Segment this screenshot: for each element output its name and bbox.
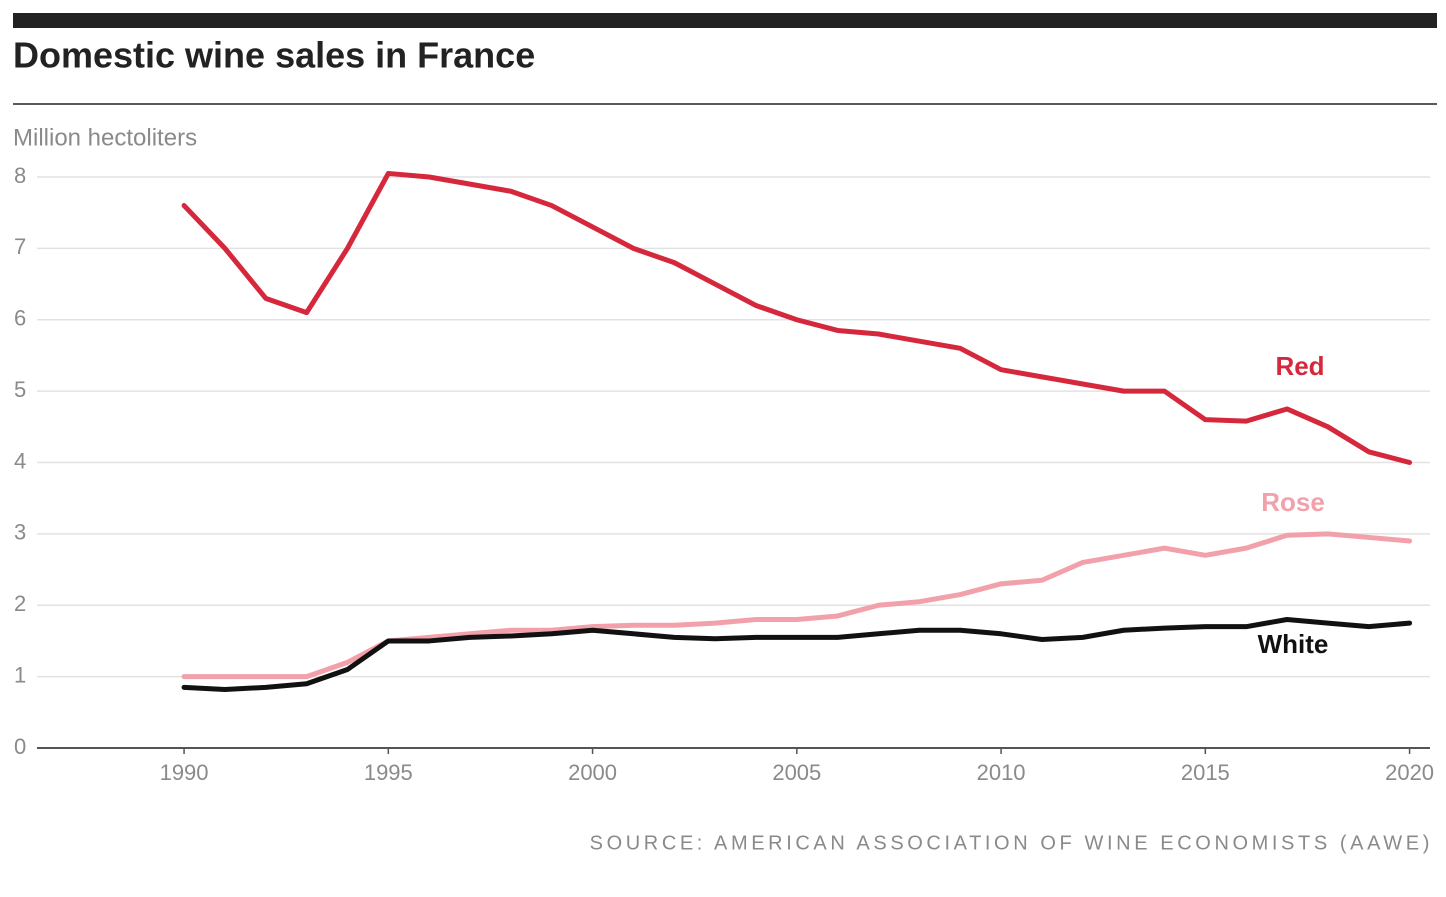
- series-line: [181, 617, 1413, 692]
- y-tick-label: 7: [14, 234, 26, 259]
- series-label: Rose: [1261, 487, 1325, 517]
- y-tick-label: 0: [14, 734, 26, 759]
- series-line: [181, 170, 1413, 465]
- x-tick-label: 1990: [160, 760, 209, 785]
- y-tick-label: 6: [14, 306, 26, 331]
- y-tick-label: 4: [14, 448, 26, 473]
- y-axis-label: Million hectoliters: [13, 124, 197, 151]
- x-tick-label: 1995: [364, 760, 413, 785]
- x-tick-label: 2010: [977, 760, 1026, 785]
- y-tick-label: 5: [14, 377, 26, 402]
- series-label: Red: [1275, 351, 1324, 381]
- series-label: White: [1258, 629, 1329, 659]
- y-tick-label: 1: [14, 662, 26, 687]
- y-tick-label: 8: [14, 163, 26, 188]
- y-tick-label: 3: [14, 520, 26, 545]
- x-tick-label: 2000: [568, 760, 617, 785]
- x-tick-label: 2020: [1385, 760, 1434, 785]
- x-tick-label: 2015: [1181, 760, 1230, 785]
- y-tick-label: 2: [14, 591, 26, 616]
- top-bar: [13, 13, 1437, 28]
- x-tick-label: 2005: [772, 760, 821, 785]
- source: SOURCE: AMERICAN ASSOCIATION OF WINE ECO…: [590, 832, 1433, 854]
- chart-title: Domestic wine sales in France: [13, 35, 535, 76]
